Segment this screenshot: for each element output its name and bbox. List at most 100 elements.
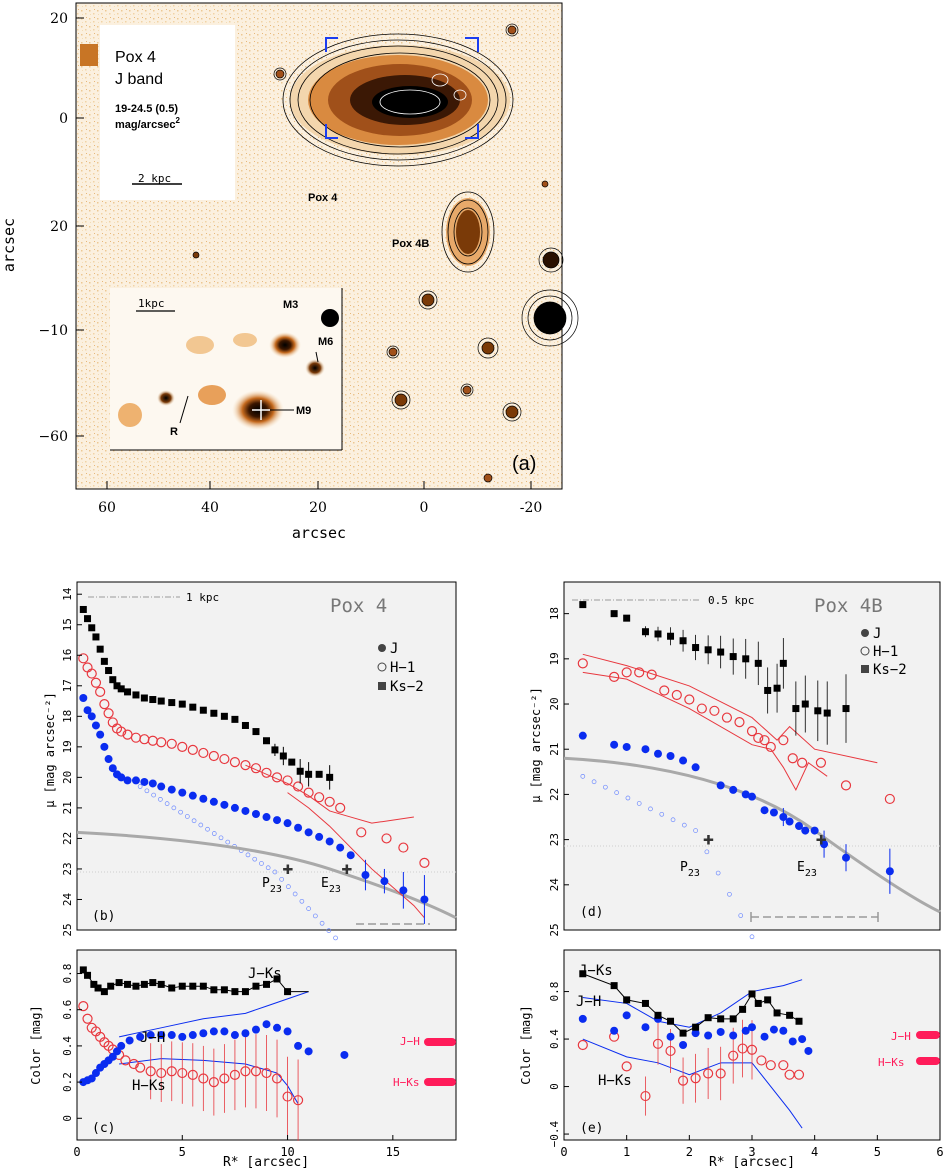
data-point <box>103 708 114 719</box>
panel-d-e-label: E <box>797 860 805 875</box>
inset-scale: 1kpc <box>138 297 165 310</box>
panel-a-ytick: 20 <box>50 11 68 27</box>
data-point <box>252 728 260 736</box>
envelope <box>119 991 309 1038</box>
panel-c-hks: H−Ks <box>132 1078 166 1094</box>
panel-b-yticks: 14 15 16 17 18 19 20 21 22 23 24 25 <box>61 587 82 937</box>
faint-point <box>286 884 291 890</box>
data-point <box>220 712 228 720</box>
data-point <box>220 986 228 994</box>
data-point <box>578 731 587 740</box>
data-point <box>273 975 281 983</box>
edge-source <box>80 44 98 66</box>
faint-point <box>252 856 258 862</box>
data-point <box>79 605 87 613</box>
data-point <box>778 735 789 746</box>
faint-point <box>158 796 163 802</box>
panel-d-ylabel: μ [mag arcsec⁻²] <box>529 687 543 803</box>
data-point <box>709 705 720 716</box>
data-point <box>760 806 769 815</box>
data-point <box>210 709 218 717</box>
data-point <box>283 1027 292 1036</box>
data-point <box>231 715 239 723</box>
data-point <box>315 770 323 778</box>
data-point <box>294 823 303 832</box>
panel-a-scalebar-label: 2 kpc <box>138 172 171 185</box>
data-point <box>667 1017 675 1025</box>
data-point <box>100 742 109 751</box>
faint-point <box>603 784 608 790</box>
faint-point <box>299 898 305 904</box>
faint-point <box>715 870 721 876</box>
data-point <box>230 1031 239 1040</box>
data-point <box>797 757 808 768</box>
panel-a-range: 19-24.5 (0.5) <box>115 103 178 115</box>
data-point <box>765 1060 776 1071</box>
data-point <box>788 1037 797 1046</box>
data-point <box>132 982 140 990</box>
data-point <box>692 1023 700 1031</box>
data-point <box>804 1046 813 1055</box>
data-point <box>739 1005 747 1013</box>
data-point <box>188 1031 197 1040</box>
faint-point <box>279 876 285 882</box>
data-point <box>703 1068 714 1079</box>
data-point <box>610 740 619 749</box>
data-point <box>113 682 121 690</box>
panel-a-ytick: −60 <box>38 429 68 445</box>
data-point <box>145 1066 156 1077</box>
data-point <box>263 737 270 745</box>
data-point <box>704 1014 712 1022</box>
panel-d-plot: ✚ ✚ <box>563 601 941 940</box>
data-point <box>167 785 176 794</box>
svg-text:P23: P23 <box>680 860 700 879</box>
ytick-label: 22 <box>548 788 561 801</box>
data-point <box>187 744 198 755</box>
data-point <box>786 1011 794 1019</box>
faint-point <box>171 805 177 811</box>
fit-curve <box>563 756 941 914</box>
data-point <box>146 1031 155 1040</box>
envelope <box>287 792 425 919</box>
xtick-label: 6 <box>936 1145 943 1159</box>
data-point <box>646 669 657 680</box>
data-point <box>340 1050 349 1059</box>
data-point <box>840 780 852 791</box>
pox4-label: Pox 4 <box>308 192 338 204</box>
xtick-label: 5 <box>874 1145 881 1159</box>
data-point <box>96 730 105 739</box>
panel-a-legend-box <box>100 25 235 200</box>
data-point <box>208 750 219 762</box>
panel-d-yticks: 18 19 20 21 22 23 24 25 <box>548 607 569 937</box>
inset-m6: M6 <box>318 336 333 348</box>
data-point <box>189 982 197 990</box>
data-point <box>187 1069 198 1080</box>
data-point <box>109 676 117 684</box>
data-point <box>140 777 149 786</box>
panel-e-jh-bar <box>916 1031 940 1039</box>
data-point <box>209 797 218 806</box>
point-sources <box>192 23 579 483</box>
faint-point <box>704 849 710 855</box>
faint-point <box>625 795 631 801</box>
faint-point <box>184 814 190 819</box>
data-point <box>303 787 314 798</box>
data-point <box>398 842 409 853</box>
data-point <box>314 792 325 803</box>
panel-d-e-sub: 23 <box>805 868 817 879</box>
xtick-label: 1 <box>623 1145 630 1159</box>
data-point <box>304 1047 313 1056</box>
data-point <box>746 1044 758 1055</box>
legend-h-marker <box>860 646 870 656</box>
faint-point <box>648 806 653 812</box>
data-point <box>231 988 239 996</box>
xtick-label: 2 <box>686 1145 693 1159</box>
data-point <box>324 796 335 807</box>
data-point <box>86 668 97 679</box>
ytick-label: 15 <box>61 618 74 631</box>
data-point <box>117 1041 126 1050</box>
faint-point <box>245 852 251 858</box>
panel-c-yticks: 0.8 0.6 0.4 0.2 0 <box>61 964 82 1122</box>
legend-j: J <box>390 641 398 657</box>
